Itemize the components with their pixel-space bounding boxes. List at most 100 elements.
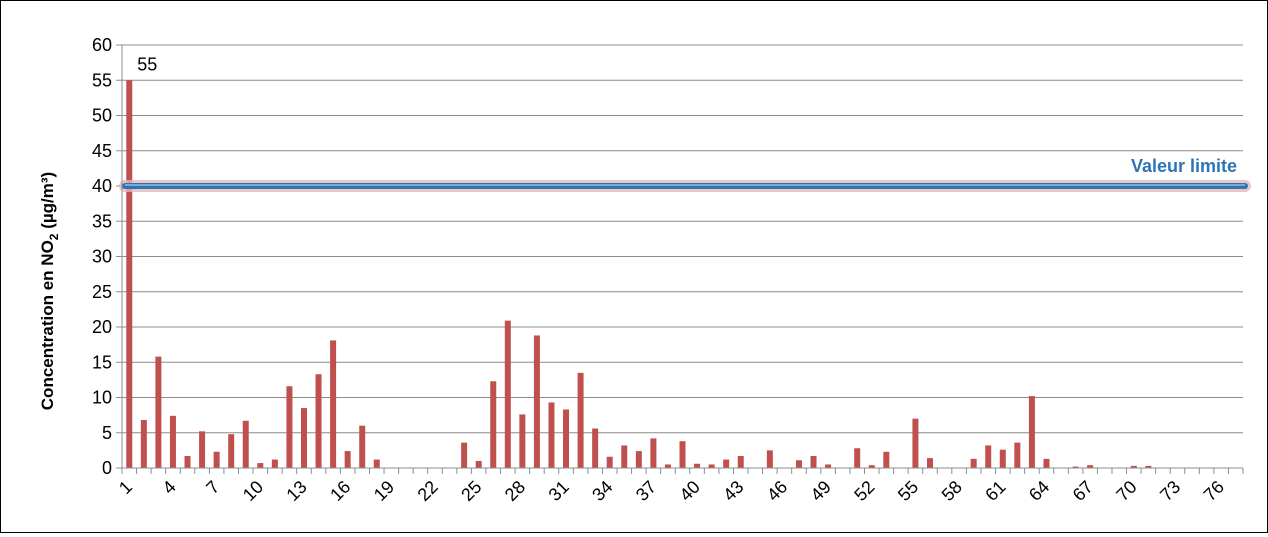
y-tick-label-25: 25 (92, 282, 112, 302)
x-tick-label-40: 40 (676, 477, 704, 505)
bar-11 (271, 459, 278, 468)
x-tick-label-61: 61 (981, 477, 1009, 505)
bar-14 (315, 374, 322, 468)
bars (126, 80, 1152, 468)
y-tick-label-15: 15 (92, 352, 112, 372)
y-axis-label-main: Concentration en NO (38, 240, 57, 410)
bar-16 (344, 451, 351, 468)
bar-7 (213, 451, 220, 468)
x-tick-label-64: 64 (1025, 477, 1053, 505)
bar-62 (1014, 442, 1021, 468)
y-tick-label-35: 35 (92, 211, 112, 231)
x-tick-label-31: 31 (545, 477, 573, 505)
bar-5 (184, 456, 191, 468)
bar-18 (373, 459, 380, 468)
x-tick-label-52: 52 (850, 477, 878, 505)
reference-line-group: Valeur limite (119, 156, 1251, 192)
y-tick-label-60: 60 (92, 35, 112, 55)
x-tick-label-43: 43 (719, 477, 747, 505)
bar-31 (563, 409, 570, 468)
x-tick-label-37: 37 (632, 477, 660, 505)
bar-45 (766, 450, 773, 468)
bar-38 (664, 464, 671, 468)
x-tick-label-16: 16 (326, 477, 354, 505)
bar-9 (242, 420, 249, 468)
bar-6 (199, 431, 206, 468)
bar-4 (169, 415, 176, 468)
x-tick-label-25: 25 (457, 477, 485, 505)
reference-line-label: Valeur limite (1131, 156, 1237, 176)
bar-13 (300, 408, 307, 468)
bar-70 (1130, 465, 1137, 468)
gridlines (122, 44, 1243, 434)
x-tick-label-70: 70 (1112, 477, 1140, 505)
y-axis-label-unit: (µg/m³) (38, 172, 57, 234)
bar-64 (1043, 458, 1050, 468)
x-tick-label-22: 22 (414, 477, 442, 505)
bar-48 (810, 456, 817, 468)
y-tick-label-50: 50 (92, 106, 112, 126)
x-tick-label-4: 4 (159, 477, 180, 498)
bar-26 (490, 381, 497, 468)
bar-32 (577, 372, 584, 468)
x-axis-ticks: 1 4 7 10 13 16 19 22 25 28 31 34 37 40 43 46 49 52 55 58 61 6… (115, 468, 1244, 505)
y-tick-label-10: 10 (92, 388, 112, 408)
bar-36 (635, 451, 642, 468)
bar-1 (126, 80, 133, 468)
x-tick-label-49: 49 (807, 477, 835, 505)
bar-3 (155, 356, 162, 468)
x-tick-label-19: 19 (370, 477, 398, 505)
x-tick-label-46: 46 (763, 477, 791, 505)
bar-60 (985, 445, 992, 468)
x-tick-label-28: 28 (501, 477, 529, 505)
x-tick-label-58: 58 (938, 477, 966, 505)
bar-56 (926, 458, 933, 468)
bar-67 (1087, 465, 1094, 468)
bar-33 (592, 428, 599, 468)
bar-66 (1072, 466, 1079, 468)
bar-17 (359, 425, 366, 468)
axes (121, 45, 1243, 469)
y-tick-label-5: 5 (102, 423, 112, 443)
y-tick-label-45: 45 (92, 141, 112, 161)
bar-15 (330, 340, 337, 468)
bar-34 (606, 456, 613, 468)
y-tick-label-40: 40 (92, 176, 112, 196)
bar-41 (708, 464, 715, 468)
bar-40 (694, 463, 701, 468)
bar-71 (1145, 465, 1152, 468)
x-tick-label-76: 76 (1200, 477, 1228, 505)
bar-37 (650, 438, 657, 468)
bar-12 (286, 386, 293, 468)
bar-59 (970, 458, 977, 468)
bar-61 (999, 449, 1006, 468)
bar-49 (825, 464, 832, 468)
x-tick-label-34: 34 (588, 477, 616, 505)
data-label-bar-1: 55 (137, 54, 157, 74)
bar-51 (854, 448, 861, 468)
y-tick-label-55: 55 (92, 70, 112, 90)
x-tick-label-7: 7 (202, 477, 223, 498)
bar-25 (475, 460, 482, 468)
bar-43 (737, 456, 744, 468)
y-axis-label: Concentration en NO2 (µg/m³) (38, 172, 61, 410)
y-axis-label-subscript: 2 (47, 233, 61, 240)
y-tick-label-30: 30 (92, 247, 112, 267)
bar-2 (140, 420, 147, 468)
bar-10 (257, 463, 264, 468)
bar-35 (621, 445, 628, 468)
y-tick-label-0: 0 (102, 458, 112, 478)
bar-55 (912, 418, 919, 468)
bar-39 (679, 441, 686, 468)
bar-47 (795, 460, 802, 468)
x-tick-label-73: 73 (1156, 477, 1184, 505)
x-tick-label-1: 1 (115, 477, 136, 498)
bar-52 (868, 465, 875, 468)
bar-30 (548, 402, 555, 468)
bar-24 (461, 442, 468, 468)
x-tick-label-67: 67 (1069, 477, 1097, 505)
bar-28 (519, 414, 526, 468)
bar-27 (504, 320, 511, 468)
x-tick-label-10: 10 (239, 477, 267, 505)
